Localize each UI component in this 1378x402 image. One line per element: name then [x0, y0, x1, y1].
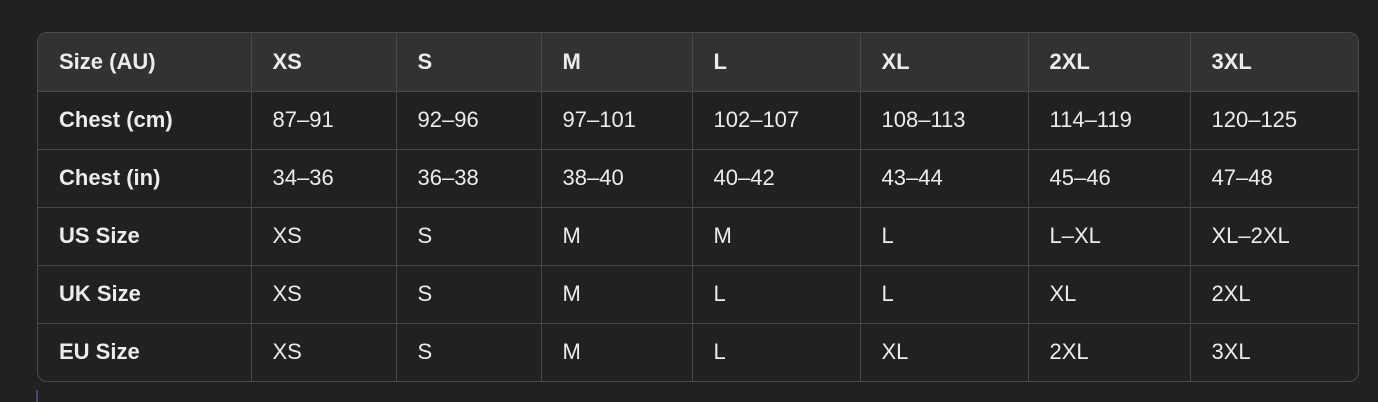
table-cell: 43–44	[860, 149, 1029, 208]
column-header: L	[692, 33, 861, 92]
table-header-row: Size (AU) XS S M L XL 2XL 3XL	[38, 33, 1358, 92]
row-label: US Size	[38, 207, 252, 266]
table-cell: XS	[251, 207, 397, 266]
table-cell: L	[692, 323, 861, 381]
table-cell: 2XL	[1028, 323, 1191, 381]
table-cell: 87–91	[251, 91, 397, 150]
table-cell: XS	[251, 265, 397, 324]
table-cell: S	[396, 207, 542, 266]
row-label: EU Size	[38, 323, 252, 381]
table-cell: 120–125	[1190, 91, 1358, 150]
row-label: Chest (cm)	[38, 91, 252, 150]
table-cell: M	[541, 323, 693, 381]
column-header: 2XL	[1028, 33, 1191, 92]
column-header: 3XL	[1190, 33, 1358, 92]
table-cell: 34–36	[251, 149, 397, 208]
table-cell: 2XL	[1190, 265, 1358, 324]
table-cell: 102–107	[692, 91, 861, 150]
table-cell: 108–113	[860, 91, 1029, 150]
column-header: S	[396, 33, 542, 92]
table-row: Chest (in) 34–36 36–38 38–40 40–42 43–44 45–46…	[38, 149, 1358, 208]
table-row: US Size XS S M M L L–XL XL–2XL	[38, 207, 1358, 266]
column-header: Size (AU)	[38, 33, 252, 92]
column-header: XS	[251, 33, 397, 92]
column-header: M	[541, 33, 693, 92]
table-cell: M	[541, 265, 693, 324]
table-cell: M	[541, 207, 693, 266]
table-cell: 45–46	[1028, 149, 1191, 208]
table-cell: 114–119	[1028, 91, 1191, 150]
table-cell: S	[396, 265, 542, 324]
table-row: EU Size XS S M L XL 2XL 3XL	[38, 323, 1358, 381]
table-cell: XS	[251, 323, 397, 381]
table-cell: 38–40	[541, 149, 693, 208]
table-cell: 97–101	[541, 91, 693, 150]
table-cell: 36–38	[396, 149, 542, 208]
size-chart-table: Size (AU) XS S M L XL 2XL 3XL Chest (cm) 87–91 92…	[37, 32, 1359, 382]
table-cell: L	[860, 265, 1029, 324]
table-cell: L	[860, 207, 1029, 266]
column-header: XL	[860, 33, 1029, 92]
table-cell: S	[396, 323, 542, 381]
table-row: Chest (cm) 87–91 92–96 97–101 102–107 108–113…	[38, 91, 1358, 150]
decorative-bar	[36, 390, 38, 402]
table-cell: 92–96	[396, 91, 542, 150]
table-cell: M	[692, 207, 861, 266]
table-cell: XL	[860, 323, 1029, 381]
table-cell: 40–42	[692, 149, 861, 208]
table-cell: 3XL	[1211, 339, 1251, 365]
table-row: UK Size XS S M L L XL 2XL	[38, 265, 1358, 324]
table-cell: L	[692, 265, 861, 324]
table-cell: 47–48	[1190, 149, 1358, 208]
table-cell: XL	[1028, 265, 1191, 324]
table-cell: XL–2XL	[1190, 207, 1358, 266]
row-label: Chest (in)	[38, 149, 252, 208]
table-cell: L–XL	[1028, 207, 1191, 266]
row-label: UK Size	[38, 265, 252, 324]
